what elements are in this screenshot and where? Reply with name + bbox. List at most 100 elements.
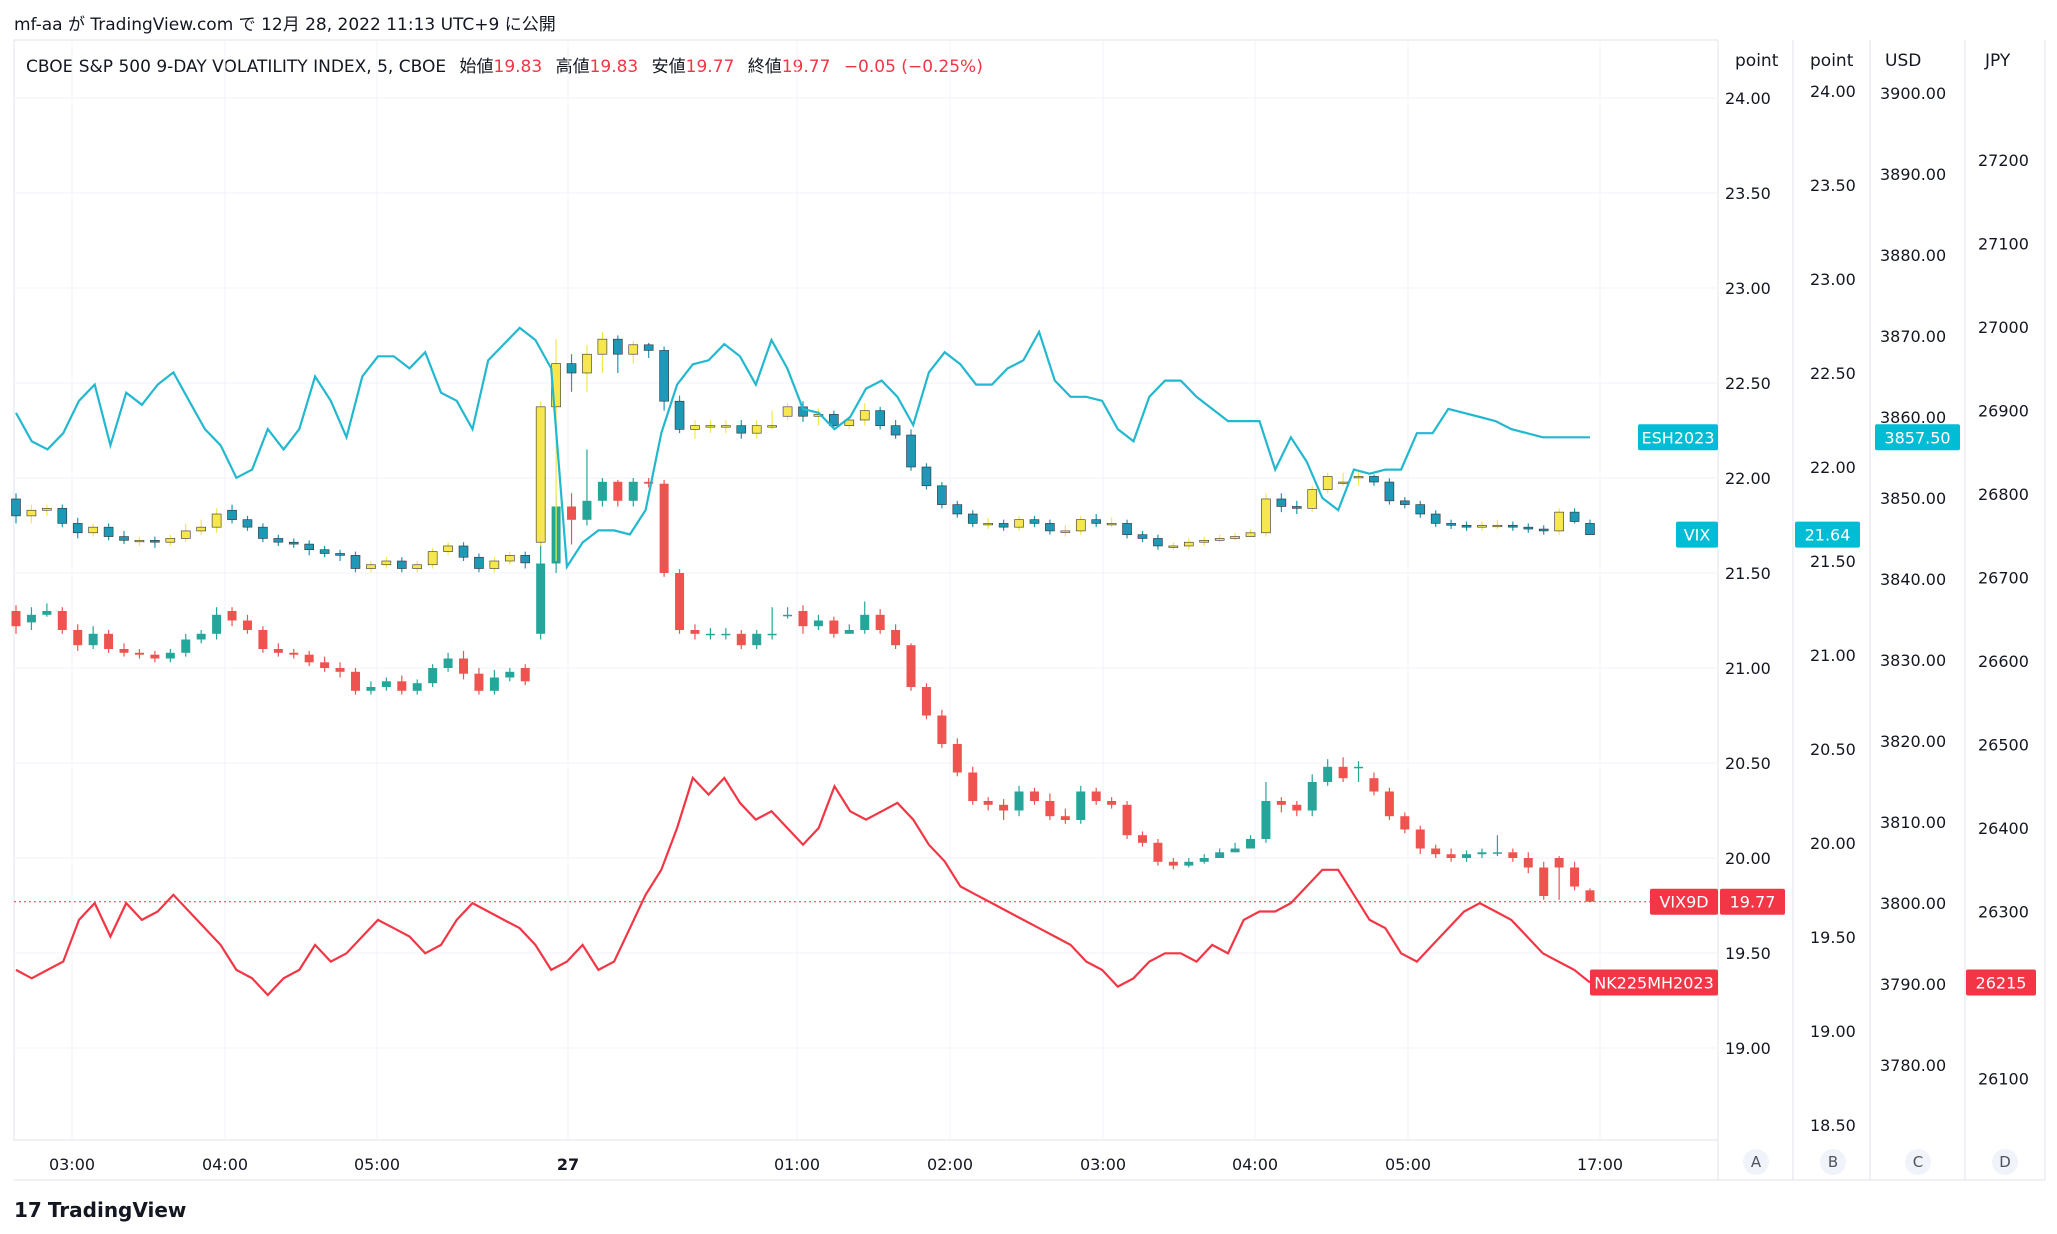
vix-candle	[1338, 481, 1348, 484]
vix-candle	[829, 414, 839, 426]
nk225mh2023-name-tag-text: NK225MH2023	[1594, 973, 1714, 992]
vix-candle	[165, 538, 176, 543]
vix9d-candle	[42, 611, 52, 615]
vix-candle	[813, 414, 824, 417]
scale-button-c[interactable]: C	[1913, 1153, 1923, 1171]
scale-button-bg	[1743, 1149, 1769, 1175]
vix-candle	[844, 419, 855, 426]
vix-candle	[782, 406, 793, 417]
scale-d-tick: 27200	[1978, 151, 2029, 170]
vix-candle	[1569, 511, 1580, 522]
vix9d-candle	[1276, 801, 1286, 805]
vix9d-candle	[73, 630, 83, 646]
vix9d-candle	[829, 620, 839, 634]
vix-candle	[690, 425, 700, 430]
scale-b-tick: 21.50	[1810, 552, 1856, 571]
vix-candle	[643, 344, 654, 351]
vix-candle	[11, 498, 21, 517]
time-tick: 27	[557, 1155, 579, 1174]
vix-candle	[1477, 524, 1487, 528]
vix-name-tag	[1676, 521, 1718, 548]
vix9d-candle	[1261, 801, 1271, 839]
scale-c-tick: 3790.00	[1880, 975, 1946, 994]
vix9d-price-tag	[1720, 888, 1785, 915]
nk225mh2023-price-tag-text: 26215	[1976, 973, 2027, 992]
vix9d-candle	[1585, 890, 1595, 902]
vix-name-tag-text: VIX	[1684, 526, 1711, 545]
scale-a-tick: 22.00	[1725, 469, 1771, 488]
vix9d-candle	[567, 506, 577, 520]
vix9d-candle	[181, 639, 191, 653]
scale-b-tick: 20.50	[1810, 740, 1856, 759]
vix9d-candle	[1384, 791, 1394, 817]
vix-candle	[381, 560, 392, 566]
scale-d-tick: 27000	[1978, 318, 2029, 337]
scale-button-bg	[1905, 1149, 1931, 1175]
vix9d-candle	[258, 630, 268, 649]
vix9d-candle	[783, 614, 793, 617]
vix9d-candle	[921, 687, 931, 716]
vix9d-candle	[860, 614, 870, 630]
vix9d-candle	[1230, 848, 1240, 853]
scale-button-bg	[1992, 1149, 2018, 1175]
vix9d-candle	[242, 620, 252, 630]
vix9d-candle	[983, 801, 993, 805]
vix9d-candle	[1462, 854, 1472, 858]
vix9d-candle	[597, 481, 607, 501]
scale-button-d[interactable]: D	[1999, 1153, 2011, 1171]
vix-candle	[119, 536, 129, 541]
time-tick: 17:00	[1577, 1155, 1623, 1174]
vix9d-candle	[150, 654, 160, 659]
vix-candle	[1045, 523, 1055, 532]
vix-candle	[412, 564, 423, 569]
vix9d-candle	[1060, 816, 1070, 820]
scale-d-tick: 26700	[1978, 569, 2029, 588]
scale-c-tick: 3830.00	[1880, 651, 1946, 670]
scale-c-tick: 3780.00	[1880, 1056, 1946, 1075]
vix-candle	[659, 350, 669, 402]
tradingview-logo-text: TradingView	[47, 1198, 187, 1222]
vix9d-candle	[1122, 804, 1132, 836]
vix9d-candle	[952, 744, 962, 773]
vix-candle	[1307, 489, 1318, 509]
vix-candle	[258, 526, 268, 539]
vix9d-candle	[474, 673, 484, 691]
vix-candle	[1523, 526, 1534, 530]
scale-button-a[interactable]: A	[1751, 1153, 1762, 1171]
vix-candle	[88, 526, 98, 534]
vix-candle	[1122, 523, 1132, 535]
vix-candle	[1292, 506, 1302, 509]
vix-candle	[1492, 524, 1503, 528]
vix-candle	[150, 540, 160, 543]
scale-b-tick: 21.00	[1810, 646, 1856, 665]
esh2023-price-tag	[1875, 424, 1960, 451]
scale-button-b[interactable]: B	[1828, 1153, 1838, 1171]
vix9d-candle	[459, 658, 469, 674]
vix9d-candle	[1446, 854, 1456, 858]
vix-candle	[1508, 524, 1518, 528]
vix9d-price-tag-text: 19.77	[1730, 893, 1776, 912]
vix9d-candle	[366, 687, 376, 691]
vix9d-candle	[11, 611, 21, 627]
nk225mh2023-price-tag	[1966, 969, 2036, 996]
scale-c-tick: 3850.00	[1880, 489, 1946, 508]
vix-candle	[1554, 511, 1564, 532]
time-tick: 01:00	[774, 1155, 820, 1174]
vix9d-candle	[659, 483, 669, 573]
vix-candle	[72, 523, 83, 534]
vix-candle	[1538, 528, 1549, 532]
scale-a-tick: 23.00	[1725, 279, 1771, 298]
vix-candle	[427, 551, 438, 566]
vix9d-candle	[1354, 766, 1364, 769]
vix9d-candle	[891, 630, 901, 646]
vix9d-candle	[1523, 858, 1533, 868]
tradingview-logo[interactable]: 17 TradingView	[14, 1198, 186, 1222]
vix9d-candle	[813, 620, 823, 627]
vix-candle	[721, 425, 731, 428]
vix-candle	[1060, 530, 1071, 533]
vix9d-candle	[1029, 791, 1039, 801]
vix9d-candle	[628, 481, 638, 501]
vix9d-candle	[968, 772, 978, 801]
scale-d-title: JPY	[1984, 51, 2011, 71]
